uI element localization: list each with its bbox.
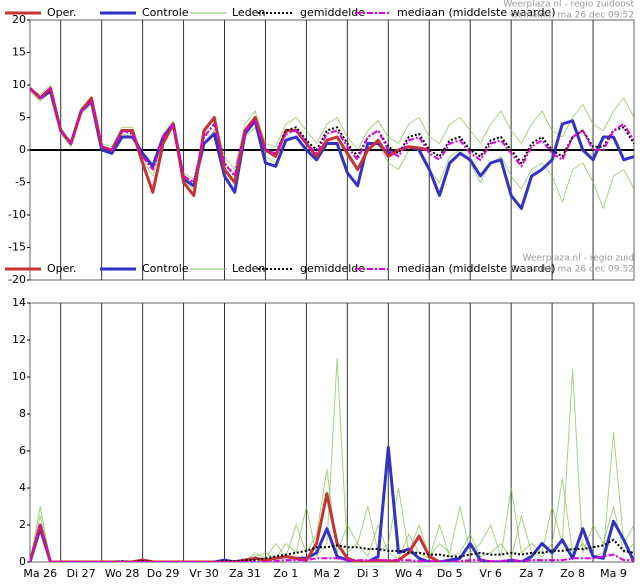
source: Weerplaza.nl - regio zuid xyxy=(523,254,634,264)
x-tick-label: Ma 9 xyxy=(600,567,627,580)
x-tick-label: Vr 30 xyxy=(189,567,219,580)
source: Weerplaza.nl - regio zuidoost xyxy=(503,0,634,10)
y-tick-label: 8 xyxy=(19,407,26,420)
legend-label: mediaan (middelste waarde) xyxy=(397,6,555,19)
legend-label: Controle xyxy=(142,262,189,275)
series-line xyxy=(30,524,634,562)
x-tick-label: Zo 1 xyxy=(274,567,299,580)
created: Gemaakt: ma 26 dec 09:52 xyxy=(511,265,634,275)
x-tick-label: Do 29 xyxy=(147,567,180,580)
y-tick-label: 6 xyxy=(19,444,26,457)
legend-label: gemiddelde xyxy=(300,6,365,19)
x-tick-label: Di 27 xyxy=(67,567,96,580)
legend-label: Controle xyxy=(142,6,189,19)
legend-label: Oper. xyxy=(47,6,76,19)
x-tick-label: Ma 26 xyxy=(23,567,57,580)
plot-lines xyxy=(30,358,634,562)
x-tick-label: Ma 2 xyxy=(314,567,341,580)
series-line xyxy=(30,87,634,184)
legend-label: Oper. xyxy=(47,262,76,275)
x-tick-label: Vr 6 xyxy=(479,567,502,580)
legend-label: Leden xyxy=(232,6,265,19)
legend-label: gemiddelde xyxy=(300,262,365,275)
x-tick-label: Zo 8 xyxy=(560,567,585,580)
x-tick-label: Za 7 xyxy=(519,567,544,580)
x-tick-label: Wo 28 xyxy=(105,567,139,580)
y-tick-label: 5 xyxy=(19,111,26,124)
y-tick-label: 10 xyxy=(12,78,26,91)
y-tick-label: 4 xyxy=(19,481,26,494)
y-tick-label: 10 xyxy=(12,370,26,383)
y-tick-label: 12 xyxy=(12,333,26,346)
x-tick-label: Di 3 xyxy=(357,567,379,580)
y-tick-label: -20 xyxy=(8,273,26,286)
series-line xyxy=(30,87,634,210)
y-tick-label: 0 xyxy=(19,143,26,156)
legend-label: mediaan (middelste waarde) xyxy=(397,262,555,275)
y-tick-label: 0 xyxy=(19,555,26,568)
y-tick-label: -10 xyxy=(8,208,26,221)
plot-lines xyxy=(30,84,634,210)
member-line xyxy=(30,84,634,180)
y-tick-label: 2 xyxy=(19,518,26,531)
x-tick-label: Do 5 xyxy=(437,567,463,580)
created: Gemaakt: ma 26 dec 09:52 xyxy=(511,11,634,21)
series-line xyxy=(30,492,441,562)
y-tick-label: 20 xyxy=(12,13,26,26)
x-tick-label: Za 31 xyxy=(229,567,261,580)
y-tick-label: 15 xyxy=(12,46,26,59)
y-tick-label: 14 xyxy=(12,296,26,309)
x-tick-label: Wo 4 xyxy=(395,567,422,580)
series-line xyxy=(30,445,634,562)
y-tick-label: -15 xyxy=(8,241,26,254)
legend-label: Leden xyxy=(232,262,265,275)
y-tick-label: -5 xyxy=(15,176,26,189)
